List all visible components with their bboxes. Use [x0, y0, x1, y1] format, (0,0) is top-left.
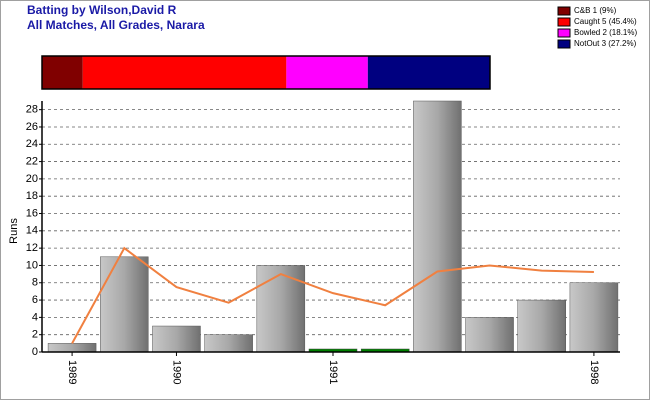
y-tick-label: 4 [32, 311, 38, 323]
y-tick-label: 26 [26, 121, 38, 133]
bar [465, 317, 514, 353]
y-tick-label: 10 [26, 259, 38, 271]
breakdown-segment [367, 56, 490, 89]
x-tick-label: 1989 [66, 360, 78, 384]
x-tick-label: 1990 [171, 360, 183, 384]
chart-subtitle: All Matches, All Grades, Narara [27, 18, 205, 32]
breakdown-segment [286, 56, 368, 89]
y-tick-label: 22 [26, 155, 38, 167]
bar [517, 299, 566, 353]
legend-label: Caught 5 (45.4%) [574, 17, 637, 26]
bar [204, 334, 253, 353]
breakdown-border [41, 55, 491, 90]
y-tick-label: 16 [26, 207, 38, 219]
breakdown-segment [42, 56, 83, 89]
bar [256, 265, 306, 353]
breakdown-segment [82, 56, 287, 89]
legend-swatch [557, 17, 571, 27]
y-tick-label: 8 [32, 277, 38, 289]
legend-label: C&B 1 (9%) [574, 6, 617, 15]
average-line [71, 246, 594, 344]
y-tick-label: 12 [26, 242, 38, 254]
y-tick-label: 2 [32, 329, 38, 341]
y-tick-label: 18 [26, 190, 38, 202]
legend-swatch [557, 6, 571, 16]
legend-swatch [557, 28, 571, 38]
x-tick-label: 1998 [588, 360, 600, 384]
y-tick-label: 6 [32, 294, 38, 306]
legend-label: Bowled 2 (18.1%) [574, 28, 637, 37]
bar [47, 343, 97, 353]
y-tick-label: 24 [26, 138, 38, 150]
y-tick-label: 20 [26, 173, 38, 185]
y-tick-label: 14 [26, 225, 38, 237]
bar [413, 100, 462, 353]
bar [152, 325, 201, 353]
legend-label: NotOut 3 (27.2%) [574, 39, 637, 48]
bar [100, 256, 149, 353]
y-tick-label: 0 [32, 346, 38, 358]
bar [569, 282, 619, 353]
legend-swatch [557, 39, 571, 49]
y-tick-label: 28 [26, 104, 38, 116]
chart-title: Batting by Wilson,David R [27, 3, 177, 17]
y-axis-label: Runs [8, 218, 20, 244]
x-tick-label: 1991 [327, 360, 339, 384]
